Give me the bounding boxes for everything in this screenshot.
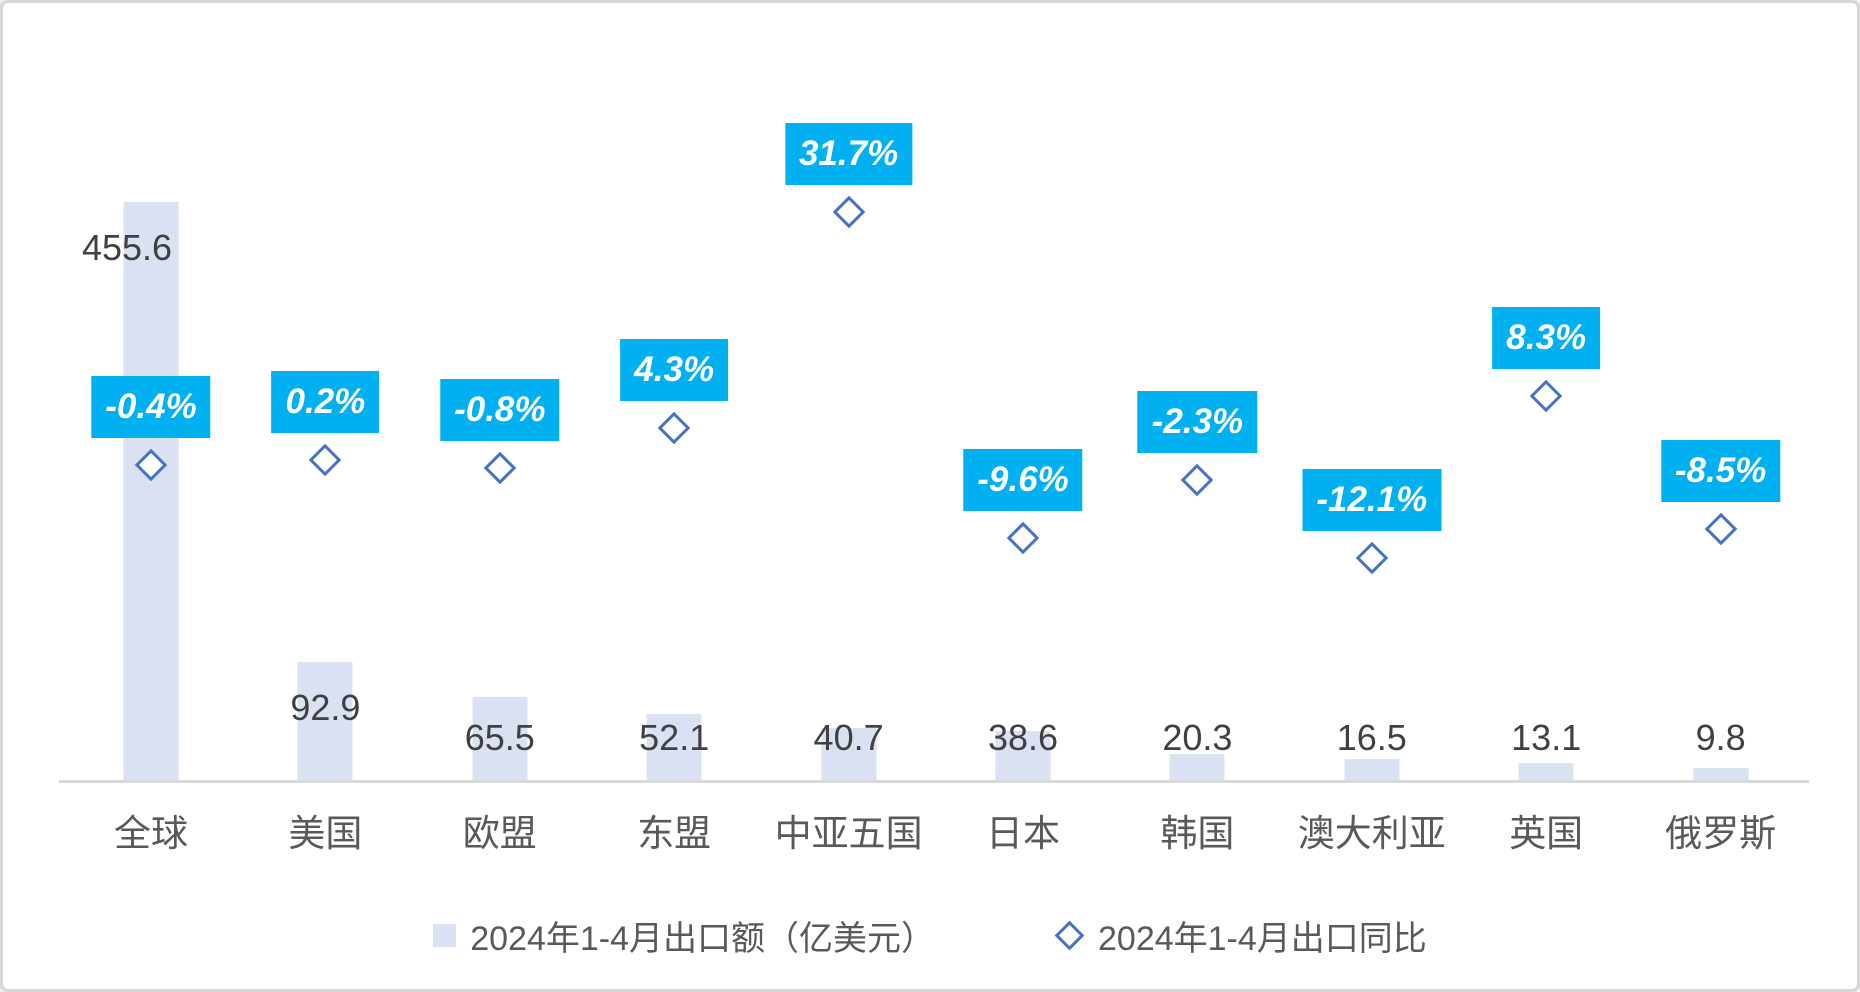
category-label-韩国: 韩国: [1160, 813, 1235, 854]
bar-value-label-英国: 13.1: [1511, 717, 1582, 758]
yoy-diamond-marker-俄罗斯: [1704, 512, 1737, 546]
bar-value-label-中亚五国: 40.7: [813, 717, 884, 758]
yoy-label-澳大利亚: -12.1%: [1302, 468, 1442, 531]
bar-日本: [995, 731, 1051, 780]
category-label-东盟: 东盟: [637, 813, 712, 854]
legend-item-export-value: 2024年1-4月出口额（亿美元）: [433, 911, 935, 960]
bar-韩国: [1169, 754, 1225, 780]
bar-英国: [1518, 763, 1574, 780]
yoy-label-中亚五国: 31.7%: [784, 122, 913, 185]
bar-series-swatch-icon: [433, 924, 457, 947]
category-label-俄罗斯: 俄罗斯: [1665, 813, 1777, 854]
bar-澳大利亚: [1344, 759, 1400, 780]
category-label-全球: 全球: [114, 813, 188, 854]
yoy-label-欧盟: -0.8%: [440, 379, 560, 442]
bar-value-label-东盟: 52.1: [639, 717, 710, 758]
category-label-欧盟: 欧盟: [462, 813, 537, 854]
bar-value-label-欧盟: 65.5: [464, 717, 535, 758]
bar-欧盟: [472, 696, 528, 780]
yoy-diamond-marker-日本: [1006, 521, 1040, 555]
category-label-澳大利亚: 澳大利亚: [1297, 813, 1446, 854]
yoy-diamond-marker-韩国: [1181, 463, 1214, 497]
yoy-diamond-marker-欧盟: [483, 452, 517, 485]
legend-label-yoy: 2024年1-4月出口同比: [1098, 920, 1427, 958]
yoy-label-英国: 8.3%: [1492, 307, 1601, 370]
bar-中亚五国: [821, 728, 877, 780]
bar-value-label-日本: 38.6: [987, 717, 1059, 758]
yoy-label-俄罗斯: -8.5%: [1660, 440, 1781, 503]
yoy-diamond-marker-东盟: [657, 411, 691, 445]
chart-legend: 2024年1-4月出口额（亿美元） 2024年1-4月出口同比: [3, 911, 1857, 960]
bar-value-label-全球: 455.6: [81, 226, 173, 268]
bar-value-label-韩国: 20.3: [1162, 717, 1233, 758]
bar-value-label-美国: 92.9: [290, 687, 361, 729]
category-label-英国: 英国: [1509, 813, 1584, 854]
bar-全球: [123, 201, 179, 780]
x-axis-line: [59, 780, 1809, 783]
yoy-label-美国: 0.2%: [271, 371, 380, 434]
yoy-diamond-marker-美国: [309, 444, 342, 477]
legend-item-yoy: 2024年1-4月出口同比: [1054, 911, 1427, 960]
combo-chart-plot-area: 全球 美国 欧盟 东盟 中亚五国 日本 韩国 澳大利亚 英国 俄罗斯 455.6 92.9 65.5 52…: [3, 3, 1857, 989]
yoy-diamond-marker-澳大利亚: [1355, 541, 1389, 574]
category-label-中亚五国: 中亚五国: [774, 813, 923, 854]
yoy-label-日本: -9.6%: [963, 448, 1083, 511]
bar-美国: [297, 662, 353, 780]
yoy-label-韩国: -2.3%: [1137, 391, 1258, 454]
yoy-diamond-marker-中亚五国: [832, 195, 865, 228]
legend-label-export-value: 2024年1-4月出口额（亿美元）: [470, 920, 935, 958]
category-label-日本: 日本: [986, 813, 1060, 854]
yoy-diamond-marker-英国: [1529, 380, 1563, 413]
bar-value-label-俄罗斯: 9.8: [1695, 717, 1746, 758]
bar-东盟: [646, 713, 702, 780]
category-label-美国: 美国: [288, 813, 363, 854]
yoy-label-全球: -0.4%: [91, 376, 211, 439]
diamond-marker-icon: [1054, 920, 1085, 951]
bar-俄罗斯: [1693, 767, 1749, 780]
bar-value-label-澳大利亚: 16.5: [1336, 717, 1407, 758]
yoy-label-东盟: 4.3%: [620, 339, 729, 402]
